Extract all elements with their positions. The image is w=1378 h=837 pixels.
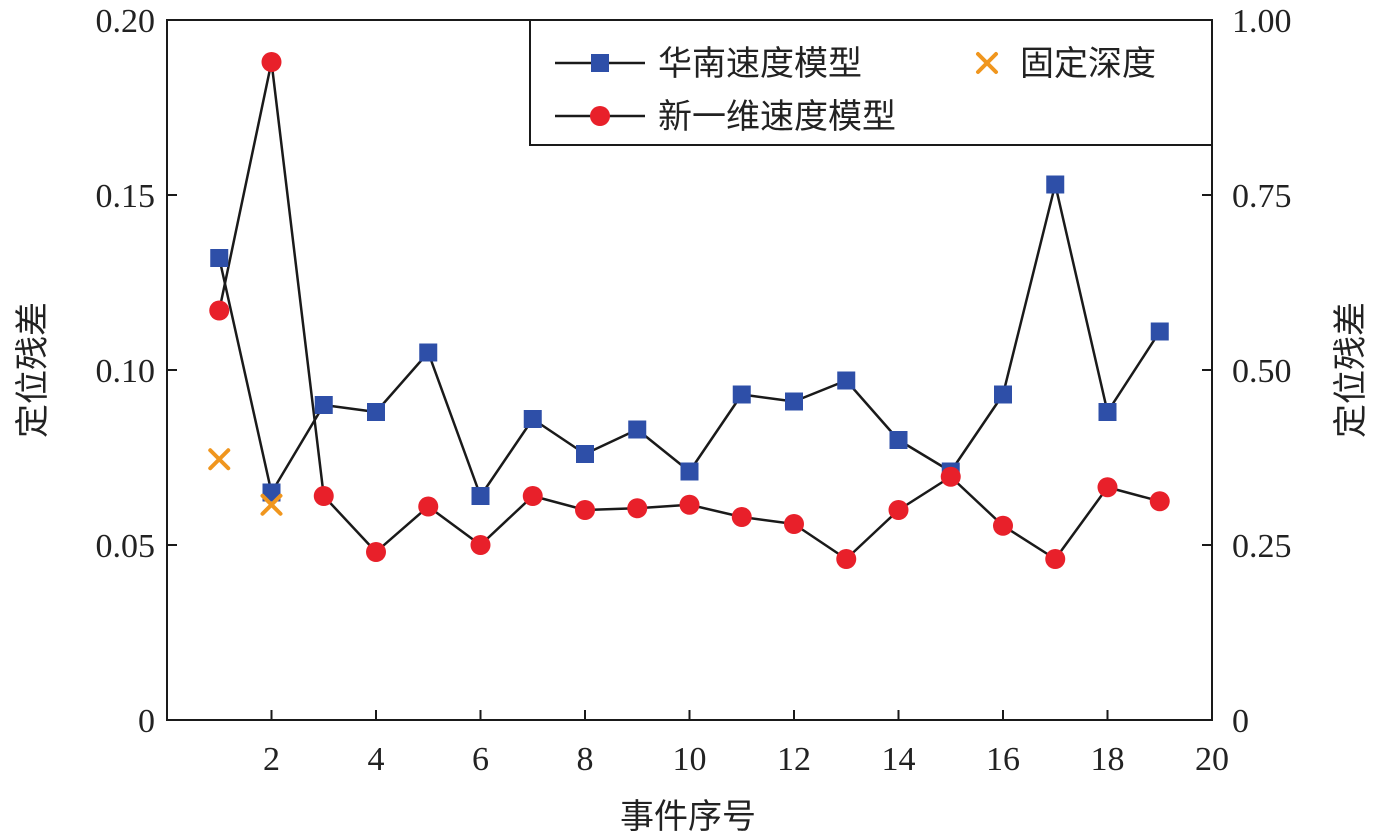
series-1-point-1 [209,300,230,321]
series-1-point-2 [261,52,282,72]
y-axis-left-title: 定位残差 [13,302,53,438]
series-0-point-16 [994,385,1012,404]
y-left-tick-label-2: 0.10 [96,353,156,390]
series-0-point-18 [1098,403,1117,421]
plot-area [208,52,1170,569]
series-0-point-6 [471,487,490,505]
series-0-point-17 [1046,175,1065,194]
series-0-point-4 [367,403,385,421]
x-tick-label-10: 10 [673,741,707,778]
series-1-point-10 [679,494,700,515]
y-left-tick-label-3: 0.15 [96,178,156,215]
series-0-point-3 [314,396,333,414]
x-tick-label-20: 20 [1195,741,1229,778]
series-1-point-12 [784,514,804,534]
y-right-tick-label-0: 0 [1232,703,1249,740]
legend-box [529,19,1213,146]
series-0-point-9 [628,420,647,439]
series-1-point-15 [940,466,961,487]
series-0-point-2 [262,483,281,502]
series-1-point-11 [731,507,752,527]
y-left-tick-label-0: 0 [138,703,155,740]
series-line-0 [218,183,1161,498]
y-axis-right-title: 定位残差 [1331,302,1371,438]
series-0-point-11 [732,385,751,404]
legend-label-south-china: 华南速度模型 [658,44,862,84]
legend: 华南速度模型 新一维速度模型 固定深度 [529,19,1213,146]
series-1-point-16 [993,515,1013,536]
series-1-point-4 [366,542,386,562]
series-0-point-12 [785,392,803,411]
x-tick-label-8: 8 [577,741,594,778]
series-1-point-19 [1149,491,1170,512]
series-0-point-14 [889,431,908,449]
series-1-point-8 [575,500,595,520]
series-1-point-6 [470,535,491,555]
x-tick-label-16: 16 [986,741,1020,778]
legend-marker-south-china [591,54,609,72]
legend-marker-fixed-depth [976,52,998,74]
x-tick-label-12: 12 [777,741,811,778]
series-0-point-8 [576,445,594,463]
y-right-tick-label-3: 0.75 [1232,178,1292,215]
series-0-point-19 [1150,322,1169,341]
series-0-point-7 [523,410,542,428]
x-tick-label-18: 18 [1091,741,1125,778]
series-1-point-18 [1097,477,1118,498]
y-right-tick-label-1: 0.25 [1232,528,1292,565]
series-0-point-5 [419,343,438,362]
series-2-point-1 [208,448,231,471]
ticks: 2 4 6 8 10 12 14 16 18 2000.050.100.150.2000.250.… [96,3,1292,778]
series-1-point-14 [888,500,909,520]
series-0-point-10 [680,462,699,481]
series-2-point-2 [260,493,283,516]
x-axis-title: 事件序号 [620,797,756,837]
y-right-tick-label-2: 0.50 [1232,353,1292,390]
series-1-point-9 [627,498,648,519]
legend-label-fixed-depth: 固定深度 [1020,44,1156,84]
series-1-point-7 [522,486,543,506]
series-1-point-3 [313,486,334,506]
y-left-tick-label-4: 0.20 [96,3,156,40]
series-1-point-5 [418,496,439,517]
series-1-point-17 [1045,549,1066,569]
legend-label-new-1d: 新一维速度模型 [658,97,896,137]
x-tick-label-4: 4 [368,741,385,778]
series-1-point-13 [836,549,857,569]
y-left-tick-label-1: 0.05 [96,528,156,565]
x-tick-label-6: 6 [472,741,489,778]
x-tick-label-2: 2 [263,741,280,778]
x-tick-label-14: 14 [882,741,916,778]
legend-marker-new-1d [590,106,610,126]
y-right-tick-label-4: 1.00 [1232,3,1292,40]
series-0-point-1 [210,249,229,267]
series-0-point-13 [837,371,856,390]
